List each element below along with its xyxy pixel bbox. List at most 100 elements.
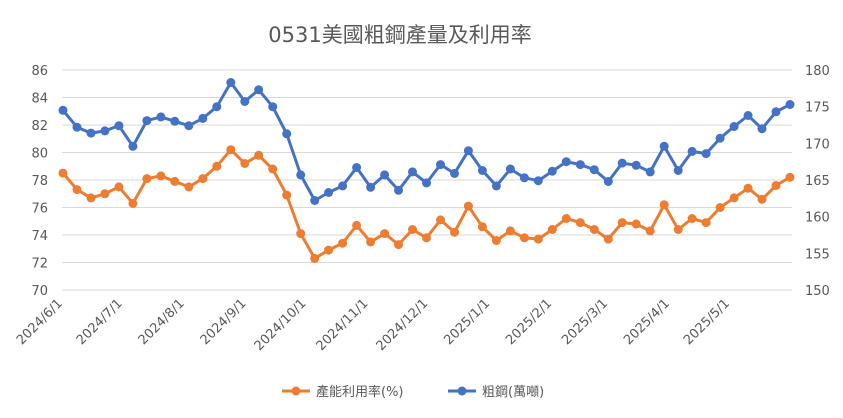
data-point xyxy=(743,111,753,120)
data-point xyxy=(491,181,501,191)
data-point xyxy=(72,122,82,132)
data-point xyxy=(436,215,445,225)
legend-marker xyxy=(457,386,467,396)
data-point xyxy=(324,245,334,255)
data-point xyxy=(338,181,348,191)
right-tick-label: 170 xyxy=(805,137,830,152)
data-point xyxy=(366,237,376,247)
data-point xyxy=(310,196,320,205)
data-point xyxy=(128,198,138,208)
data-point xyxy=(519,233,529,243)
data-point xyxy=(533,176,543,186)
data-point xyxy=(380,229,390,239)
data-point xyxy=(589,225,599,234)
left-tick-label: 86 xyxy=(31,64,48,79)
data-point xyxy=(715,133,725,143)
data-point xyxy=(771,107,781,117)
data-point xyxy=(450,168,459,178)
data-point xyxy=(422,233,431,243)
data-point xyxy=(547,166,557,176)
data-point xyxy=(198,113,208,123)
legend-label: 產能利用率(%) xyxy=(316,384,404,400)
left-tick-label: 84 xyxy=(31,92,48,107)
data-point xyxy=(743,183,753,193)
data-point xyxy=(715,203,725,212)
left-tick-label: 80 xyxy=(31,147,48,162)
data-point xyxy=(631,219,641,229)
series-1 xyxy=(58,145,795,263)
data-point xyxy=(254,85,264,95)
data-point xyxy=(156,171,166,181)
left-axis: 70 72 74 76 78 80 82 84 86 xyxy=(31,64,48,299)
left-tick-label: 74 xyxy=(31,229,48,244)
data-point xyxy=(114,121,124,131)
data-point xyxy=(491,236,501,245)
data-point xyxy=(617,158,627,168)
data-point xyxy=(142,116,152,126)
data-point xyxy=(184,182,194,192)
data-point xyxy=(505,164,515,174)
data-point xyxy=(631,160,641,170)
data-point xyxy=(477,222,487,232)
data-point xyxy=(450,227,459,237)
data-point xyxy=(659,141,669,151)
data-point xyxy=(338,238,348,248)
data-point xyxy=(394,185,403,195)
left-tick-label: 76 xyxy=(31,202,48,217)
data-point xyxy=(184,121,194,131)
legend-item: 產能利用率(%) xyxy=(282,384,404,400)
x-tick-label: 2025/3/1 xyxy=(559,296,611,348)
series-layer xyxy=(58,78,795,263)
data-point xyxy=(687,146,697,156)
data-point xyxy=(463,146,473,156)
data-point xyxy=(729,122,739,131)
data-point xyxy=(617,218,627,228)
data-point xyxy=(659,200,669,210)
data-point xyxy=(170,176,180,186)
data-point xyxy=(100,126,110,136)
data-point xyxy=(547,225,557,234)
data-point xyxy=(729,193,739,203)
data-point xyxy=(352,220,362,230)
data-point xyxy=(254,150,264,160)
right-tick-label: 180 xyxy=(805,64,830,79)
left-tick-label: 70 xyxy=(31,284,48,299)
data-point xyxy=(58,168,68,178)
right-tick-label: 150 xyxy=(805,284,830,299)
data-point xyxy=(673,225,683,234)
data-point xyxy=(603,234,613,244)
chart-title: 0531美國粗鋼產量及利用率 xyxy=(268,23,531,47)
data-point xyxy=(282,129,292,139)
data-point xyxy=(226,78,236,87)
data-point xyxy=(86,193,96,203)
data-point xyxy=(408,167,417,177)
x-tick-label: 2024/9/1 xyxy=(198,296,250,348)
data-point xyxy=(198,174,208,184)
data-point xyxy=(296,170,306,180)
legend: 產能利用率(%) 粗鋼(萬噸) xyxy=(282,384,544,400)
data-point xyxy=(170,116,180,126)
data-point xyxy=(324,188,334,197)
data-point xyxy=(785,100,795,109)
data-point xyxy=(673,166,683,175)
data-point xyxy=(757,124,767,134)
left-tick-label: 72 xyxy=(31,257,48,272)
right-tick-label: 160 xyxy=(805,211,830,226)
x-tick-label: 2025/2/1 xyxy=(503,296,555,348)
data-point xyxy=(757,194,767,204)
legend-item: 粗鋼(萬噸) xyxy=(448,385,544,400)
x-tick-label: 2024/7/1 xyxy=(74,296,126,348)
data-point xyxy=(128,141,138,151)
data-point xyxy=(771,181,781,190)
data-point xyxy=(436,160,445,170)
data-point xyxy=(408,225,417,234)
data-point xyxy=(240,159,250,168)
data-point xyxy=(268,102,278,112)
data-point xyxy=(394,240,403,250)
x-tick-label: 2024/10/1 xyxy=(252,296,310,354)
legend-marker xyxy=(291,386,301,396)
series-2 xyxy=(58,78,795,205)
data-point xyxy=(575,160,585,170)
legend-label: 粗鋼(萬噸) xyxy=(482,385,544,400)
